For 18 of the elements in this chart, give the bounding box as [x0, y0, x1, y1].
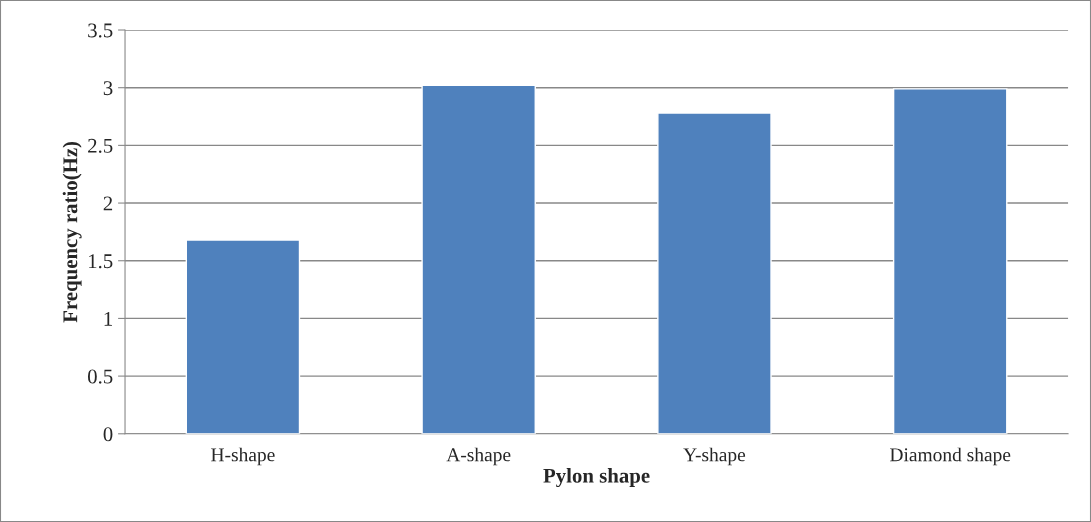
y-tick-label: 2.5 — [88, 138, 113, 153]
y-tick-label: 2 — [103, 196, 113, 211]
x-tick-label: Y-shape — [683, 447, 746, 466]
y-axis-title: Frequency ratio(Hz) — [62, 141, 82, 323]
y-tick-label: 1.5 — [89, 254, 113, 269]
x-tick-label: A-shape — [446, 447, 511, 466]
x-axis-title: Pylon shape — [543, 468, 650, 488]
bar — [421, 84, 536, 434]
bar — [185, 239, 301, 434]
y-tick-label: 0.5 — [87, 369, 113, 384]
y-tick-label: 1 — [104, 311, 112, 326]
y-tick-label: 0 — [103, 427, 113, 442]
y-tick-label: 3.5 — [88, 23, 113, 38]
x-tick-label: Diamond shape — [890, 447, 1011, 466]
y-tick-label: 3 — [103, 81, 113, 96]
bar — [657, 112, 772, 434]
bar — [892, 88, 1008, 434]
x-tick-label: H-shape — [211, 447, 275, 466]
